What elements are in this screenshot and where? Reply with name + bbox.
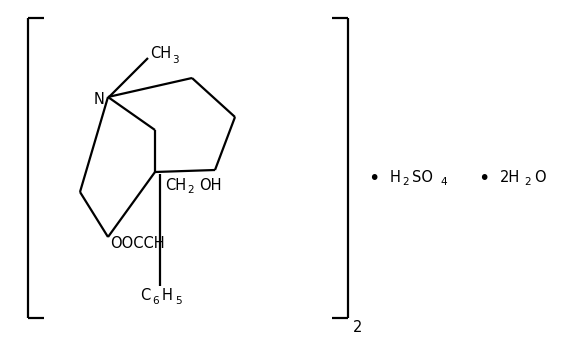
Text: 5: 5 bbox=[175, 296, 182, 306]
Text: 6: 6 bbox=[152, 296, 159, 306]
Text: 2: 2 bbox=[353, 320, 362, 335]
Text: 2: 2 bbox=[402, 177, 408, 187]
Text: H: H bbox=[162, 289, 173, 304]
Text: SO: SO bbox=[412, 170, 433, 185]
Text: 2: 2 bbox=[187, 185, 194, 195]
Text: O: O bbox=[534, 170, 546, 185]
Text: CH: CH bbox=[165, 177, 186, 192]
Text: CH: CH bbox=[150, 47, 171, 62]
Text: OH: OH bbox=[199, 177, 222, 192]
Text: N: N bbox=[94, 92, 105, 107]
Text: 2: 2 bbox=[524, 177, 531, 187]
Text: 3: 3 bbox=[172, 55, 178, 65]
Text: 2H: 2H bbox=[500, 170, 520, 185]
Text: •: • bbox=[478, 169, 489, 187]
Text: 4: 4 bbox=[440, 177, 447, 187]
Text: C: C bbox=[140, 289, 150, 304]
Text: OOCCH: OOCCH bbox=[110, 236, 164, 251]
Text: H: H bbox=[390, 170, 401, 185]
Text: •: • bbox=[368, 169, 379, 187]
